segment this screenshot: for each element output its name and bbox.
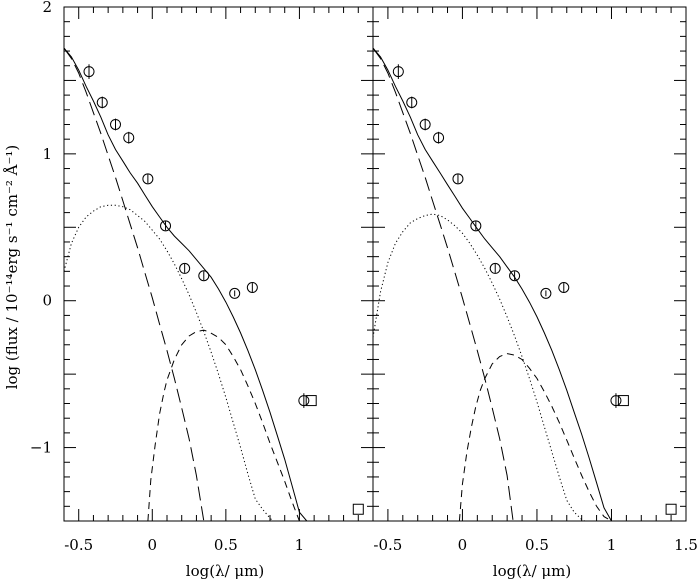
data-point <box>160 220 172 232</box>
data-point <box>229 287 241 299</box>
x-axis-label-left: log(λ/ μm) <box>186 562 264 580</box>
panel-left: -0.5 0 0.5 1 −1 0 1 2 <box>30 0 374 554</box>
x-tick-label: 1 <box>607 536 617 554</box>
data-point <box>558 281 570 293</box>
x-axis-label-right: log(λ/ μm) <box>493 562 571 580</box>
data-point <box>452 173 464 185</box>
model-curve-solid <box>64 47 308 521</box>
x-tick-label: 1.5 <box>674 536 698 554</box>
upper-limit-point <box>352 503 364 515</box>
model-curve-short-dash <box>147 329 300 521</box>
x-tick-label: -0.5 <box>373 536 402 554</box>
y-tick-label: 1 <box>42 145 52 163</box>
panel-frame <box>63 6 374 522</box>
model-curve-dotted <box>64 204 274 521</box>
y-tick-label: 2 <box>42 0 52 16</box>
data-point <box>489 262 501 274</box>
x-tick-label: 0.5 <box>214 536 238 554</box>
data-point <box>509 270 521 282</box>
model-curve-long-dash <box>373 47 514 521</box>
x-tick-label: 0 <box>148 536 158 554</box>
data-point <box>198 270 210 282</box>
panel-right: -0.5 0 0.5 1 1.5 <box>372 6 698 554</box>
model-curve-short-dash <box>458 353 612 521</box>
x-tick-label: 0 <box>458 536 468 554</box>
x-tick-label: 1 <box>295 536 305 554</box>
x-tick-label: 0.5 <box>525 536 549 554</box>
model-curve-dotted <box>373 213 585 521</box>
model-curve-solid <box>373 47 612 521</box>
data-point <box>540 287 552 299</box>
panel-frame <box>372 6 687 522</box>
model-curve-long-dash <box>64 47 205 521</box>
x-tick-label: -0.5 <box>64 536 93 554</box>
y-axis-label: log (flux / 10⁻¹⁴erg s⁻¹ cm⁻² Å⁻¹) <box>3 145 21 390</box>
upper-limit-point <box>305 395 317 407</box>
data-point <box>470 220 482 232</box>
data-point <box>246 281 258 293</box>
data-point <box>142 173 154 185</box>
y-tick-label: −1 <box>30 439 52 457</box>
y-tick-label: 0 <box>42 292 52 310</box>
model-curves <box>373 47 612 521</box>
data-point <box>179 262 191 274</box>
upper-limit-point <box>665 503 677 515</box>
model-curves <box>64 47 308 521</box>
upper-limit-point <box>617 395 629 407</box>
